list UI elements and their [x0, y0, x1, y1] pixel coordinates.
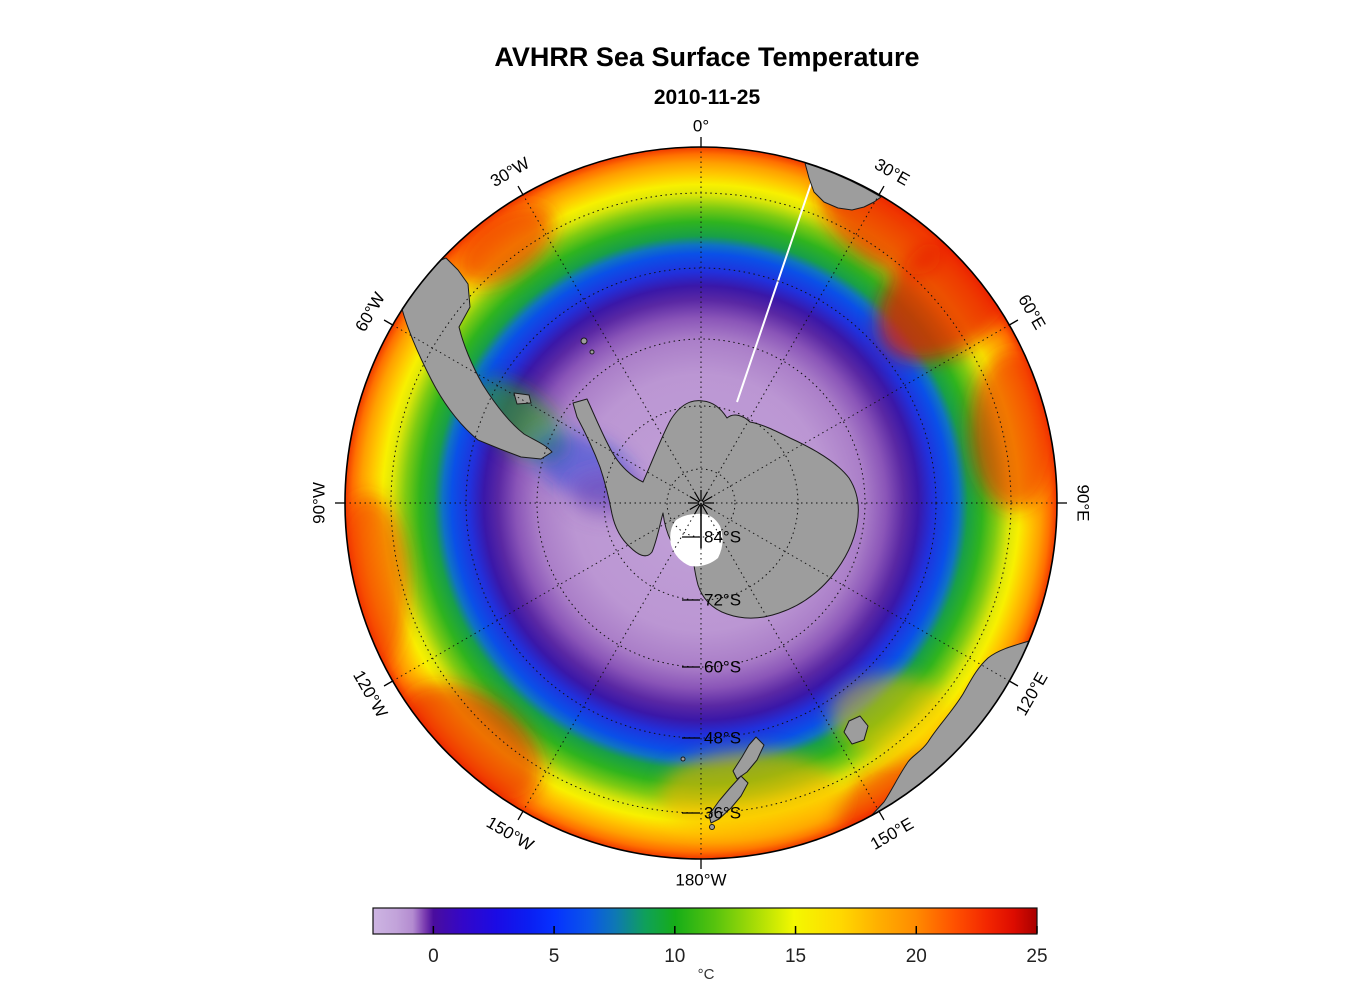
- colorbar-unit-label: °C: [698, 966, 715, 983]
- lon-label-120°W: 120°W: [349, 667, 391, 721]
- graticule-spoke-150°W: [522, 515, 694, 812]
- lon-tick-150°W: [517, 810, 524, 821]
- lon-label-180°W: 180°W: [675, 871, 726, 890]
- lon-label-60°E: 60°E: [1014, 291, 1049, 333]
- pole-star-ray: [702, 495, 713, 503]
- graticule-spoke-120°E: [713, 510, 1010, 682]
- graticule-spoke-30°W: [522, 194, 694, 491]
- graticule-ring-60°S: [536, 338, 866, 668]
- lon-label-150°W: 150°W: [483, 813, 537, 855]
- no-data-swath-line: [736, 165, 818, 403]
- small-island: [580, 337, 588, 345]
- pole-star-ray: [702, 503, 713, 511]
- lat-label-60°S: 60°S: [704, 658, 741, 677]
- graticule-spoke-60°W: [392, 324, 689, 496]
- lat-label-84°S: 84°S: [704, 527, 741, 546]
- lon-label-90°W: 90°W: [310, 482, 329, 524]
- falkland-islands-landmass: [513, 392, 532, 405]
- colorbar-gradient: [372, 907, 1038, 935]
- pole-star-ray: [689, 495, 700, 503]
- landmasses: [401, 162, 1030, 830]
- lon-tick-30°E: [878, 185, 885, 196]
- lon-tick-150°E: [878, 810, 885, 821]
- lon-tick-120°E: [1008, 680, 1019, 687]
- page-title: AVHRR Sea Surface Temperature: [494, 42, 920, 72]
- graticule-spoke-30°E: [708, 194, 880, 491]
- lat-label-48°S: 48°S: [704, 728, 741, 747]
- pole-star-ray: [701, 491, 709, 502]
- small-island: [589, 349, 595, 355]
- pole-star-ray: [693, 504, 701, 515]
- lat-label-72°S: 72°S: [704, 591, 741, 610]
- lon-label-0°: 0°: [693, 117, 709, 136]
- lon-label-30°E: 30°E: [871, 155, 913, 190]
- small-island: [709, 824, 715, 830]
- graticule: [345, 147, 1057, 859]
- lon-tick-60°W: [383, 319, 394, 326]
- colorbar-tick-label-5: 5: [549, 946, 560, 967]
- new-zealand-south-island: [708, 775, 749, 824]
- lon-tick-120°W: [383, 680, 394, 687]
- graticule-spoke-60°E: [713, 324, 1010, 496]
- graticule-ring-72°S: [603, 405, 799, 601]
- graticule-spoke-120°W: [392, 510, 689, 682]
- graticule-ring-48°S: [465, 267, 937, 739]
- lon-label-90°E: 90°E: [1074, 484, 1093, 521]
- colorbar-tick-label-20: 20: [906, 946, 927, 967]
- pole-star-ray: [689, 503, 700, 511]
- ice-no-data-patch: [670, 513, 723, 567]
- new-zealand-north-island: [732, 736, 765, 780]
- tasmania-landmass: [843, 715, 869, 745]
- lon-tick-60°E: [1008, 319, 1019, 326]
- pole-star-ray: [693, 491, 701, 502]
- graticule-spoke-150°E: [708, 515, 880, 812]
- south-america-landmass: [401, 257, 553, 460]
- lon-tick-30°W: [517, 185, 524, 196]
- lat-label-36°S: 36°S: [704, 804, 741, 823]
- colorbar-tick-label-10: 10: [664, 946, 685, 967]
- pole-star-ray: [701, 504, 709, 515]
- colorbar: 0 5 10 15 20 25 °C: [372, 907, 1048, 983]
- lon-label-30°W: 30°W: [487, 154, 533, 191]
- lon-label-150°E: 150°E: [867, 814, 917, 854]
- date-subtitle: 2010-11-25: [653, 86, 761, 109]
- colorbar-tick-label-25: 25: [1026, 946, 1047, 967]
- colorbar-tick-label-0: 0: [428, 946, 439, 967]
- colorbar-tick-label-15: 15: [785, 946, 806, 967]
- small-island: [680, 756, 686, 762]
- antarctica-landmass: [572, 398, 859, 619]
- lon-label-60°W: 60°W: [352, 289, 389, 335]
- colorbar-ticks: 0 5 10 15 20 25: [428, 926, 1048, 967]
- lon-label-120°E: 120°E: [1012, 669, 1052, 719]
